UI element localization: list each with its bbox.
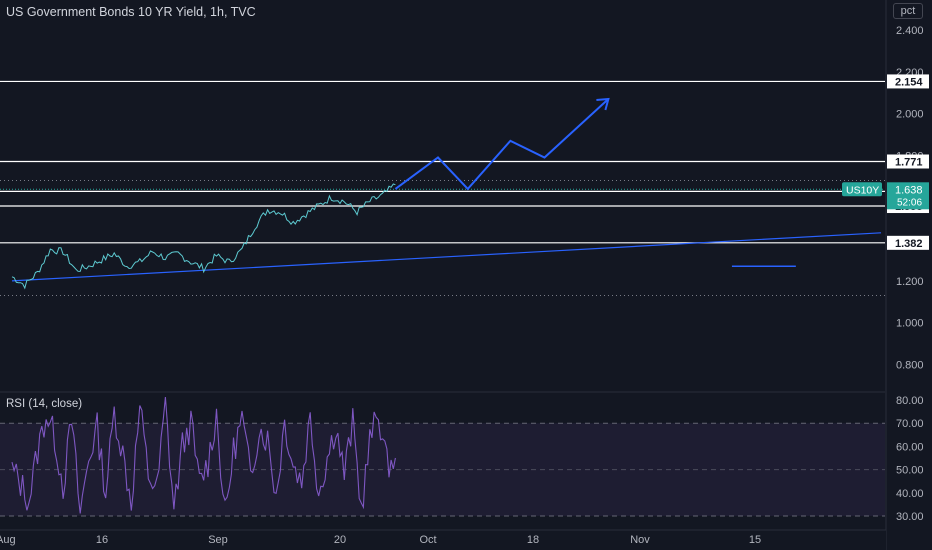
last-price-label: 1.638 — [895, 184, 923, 196]
time-tick-label: 16 — [96, 534, 108, 546]
trendline — [11, 232, 882, 282]
price-tick-label: 0.800 — [896, 360, 924, 372]
time-tick-label: 20 — [334, 534, 346, 546]
level-label-box — [887, 235, 929, 250]
price-tick-label: 1.200 — [896, 276, 924, 288]
rsi-tick-label: 30.00 — [896, 511, 924, 523]
time-tick-label: Sep — [208, 534, 228, 546]
rsi-tick-label: 50.00 — [896, 465, 924, 477]
chart-title: US Government Bonds 10 YR Yield, 1h, TVC — [6, 5, 256, 19]
price-tick-label: 2.400 — [896, 25, 924, 37]
time-axis-background — [0, 530, 886, 550]
rsi-pane — [0, 391, 885, 517]
price-tick-label: 1.000 — [896, 318, 924, 330]
projection-path — [394, 98, 610, 191]
rsi-tick-label: 40.00 — [896, 488, 924, 500]
price-axis-background — [886, 0, 932, 550]
time-tick-label: 18 — [527, 534, 539, 546]
price-tick-label: 2.000 — [896, 109, 924, 121]
price-series-line — [11, 183, 396, 290]
level-label: 2.154 — [895, 76, 923, 88]
price-scale-unit[interactable]: pct — [893, 3, 923, 19]
time-tick-label: Nov — [630, 534, 650, 546]
time-tick-label: Oct — [419, 534, 436, 546]
rsi-tick-label: 70.00 — [896, 418, 924, 430]
rsi-tick-label: 80.00 — [896, 395, 924, 407]
level-label-box — [887, 74, 929, 89]
level-label: 1.771 — [895, 157, 923, 169]
rsi-tick-label: 60.00 — [896, 441, 924, 453]
projection-arrowhead — [596, 97, 610, 111]
time-tick-label: Aug — [0, 534, 16, 546]
ticker-label: US10Y — [846, 184, 879, 196]
level-label-box — [887, 154, 929, 169]
time-tick-label: 15 — [749, 534, 761, 546]
level-label: 1.382 — [895, 238, 923, 250]
countdown-label: 52:06 — [897, 197, 922, 208]
rsi-series-line — [11, 397, 396, 514]
ticker-badge — [842, 182, 882, 197]
rsi-title: RSI (14, close) — [6, 398, 83, 410]
last-price-box — [887, 182, 929, 210]
